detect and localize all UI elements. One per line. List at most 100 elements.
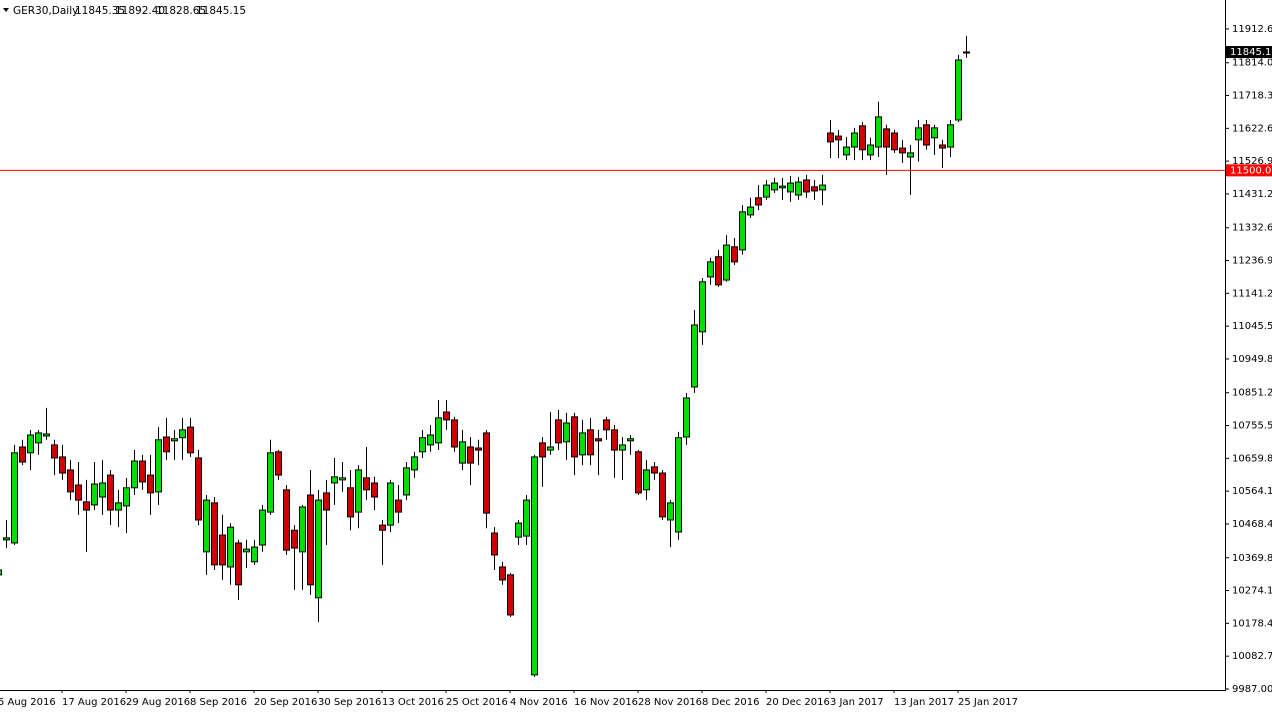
candle-body — [539, 442, 546, 458]
candle-body — [667, 502, 674, 521]
candle-body — [507, 574, 514, 616]
candle-body — [275, 451, 282, 476]
candle-body — [347, 487, 354, 518]
y-tick-label: 10564.10 — [1232, 486, 1272, 497]
candle-body — [635, 451, 642, 494]
y-tick-label: 10949.80 — [1232, 354, 1272, 365]
candle-body — [747, 206, 754, 216]
y-tick-label: 11431.20 — [1232, 189, 1272, 200]
candle-body — [955, 59, 962, 121]
y-tick-label: 11718.30 — [1232, 91, 1272, 102]
last-price-tag-label: 11845.15 — [1230, 47, 1272, 58]
candle-body — [435, 417, 442, 444]
candle-body — [195, 457, 202, 521]
candle-body — [371, 482, 378, 498]
header-low: 11828.65 — [156, 5, 206, 17]
x-tick-label: 29 Aug 2016 — [126, 697, 190, 708]
candle-body — [555, 419, 562, 444]
candle-body — [643, 469, 650, 491]
candle-body — [155, 439, 162, 493]
y-tick-label: 11622.60 — [1232, 123, 1272, 134]
last-price-tag-box — [1226, 46, 1272, 59]
candle-body — [331, 476, 338, 484]
y-tick-label: 11912.60 — [1232, 24, 1272, 35]
candle-body — [499, 566, 506, 581]
candle-body — [315, 499, 322, 599]
y-tick-label: 10851.20 — [1232, 388, 1272, 399]
candle-body — [891, 132, 898, 151]
candle-body — [227, 526, 234, 568]
candle-body — [603, 419, 610, 431]
candle-body — [835, 135, 842, 141]
x-tick-label: 25 Oct 2016 — [446, 697, 508, 708]
candle-body — [851, 132, 858, 148]
candle-body — [907, 152, 914, 158]
candle-body — [379, 524, 386, 531]
candle-body — [875, 116, 882, 148]
candle-body — [883, 128, 890, 148]
candle-body — [35, 432, 42, 444]
candle-body — [139, 460, 146, 483]
candle-body — [595, 438, 602, 442]
candle-body — [11, 452, 18, 544]
candle-body — [915, 127, 922, 141]
y-tick-label: 10468.40 — [1232, 519, 1272, 530]
candle-body — [3, 537, 10, 541]
y-tick-label: 10659.80 — [1232, 453, 1272, 464]
menu-arrow[interactable] — [3, 8, 9, 12]
y-tick-label: 10755.50 — [1232, 421, 1272, 432]
candle-body — [843, 146, 850, 156]
candle-body — [731, 246, 738, 263]
y-tick-label: 10082.70 — [1232, 651, 1272, 662]
candle-body — [771, 182, 778, 191]
candle-body — [755, 197, 762, 206]
candle-body — [403, 467, 410, 496]
candle-body — [259, 509, 266, 546]
candle-body — [699, 281, 706, 333]
candle-body — [579, 432, 586, 456]
candle-body — [355, 469, 362, 513]
candle-body — [19, 446, 26, 463]
x-tick-label: 17 Aug 2016 — [62, 697, 126, 708]
y-tick-label: 11236.90 — [1232, 256, 1272, 267]
candle-body — [803, 179, 810, 193]
plot-area — [0, 35, 1225, 677]
candle-body — [131, 460, 138, 489]
candle-body — [67, 469, 74, 493]
x-tick-label: 16 Nov 2016 — [574, 697, 638, 708]
x-tick-label: 28 Nov 2016 — [638, 697, 702, 708]
candle-body — [547, 446, 554, 451]
y-tick-label: 11526.90 — [1232, 156, 1272, 167]
candle-body — [939, 144, 946, 149]
y-tick-label: 9987.00 — [1232, 684, 1272, 695]
candle-body — [619, 444, 626, 451]
candle-body — [299, 506, 306, 553]
candle-body — [931, 127, 938, 139]
candle-body — [171, 438, 178, 442]
candle-body — [867, 144, 874, 156]
header-open: 11845.35 — [75, 5, 125, 17]
candle-body — [43, 433, 50, 437]
candle-body — [795, 181, 802, 196]
candle-body — [51, 444, 58, 459]
candle-body — [515, 522, 522, 538]
candle-body — [627, 438, 634, 442]
candle-body — [659, 472, 666, 518]
candle-body — [115, 502, 122, 511]
x-tick-label: 13 Oct 2016 — [382, 697, 444, 708]
candle-body — [419, 437, 426, 453]
candle-body — [763, 184, 770, 198]
candle-body — [123, 487, 130, 507]
x-tick-label: 8 Dec 2016 — [702, 697, 760, 708]
candle-body — [779, 185, 786, 189]
candle-body — [443, 411, 450, 421]
level-tag-box — [1226, 164, 1272, 177]
candle-body — [475, 447, 482, 451]
candle-body — [427, 434, 434, 446]
candle-body — [587, 429, 594, 456]
candle-body — [523, 499, 530, 537]
y-tick-label: 11045.50 — [1232, 321, 1272, 332]
x-tick-label: 5 Aug 2016 — [0, 697, 56, 708]
